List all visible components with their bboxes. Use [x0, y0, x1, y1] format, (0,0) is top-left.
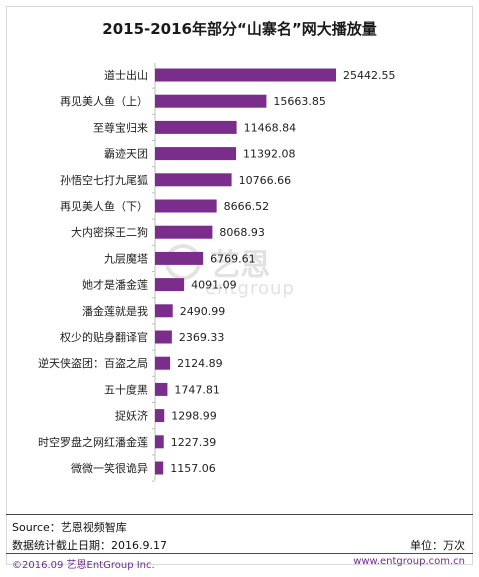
- bar: [155, 356, 171, 370]
- value-label: 2490.99: [180, 305, 226, 318]
- category-label: 至尊宝归来: [93, 120, 148, 134]
- bar: [155, 409, 165, 423]
- bar: [155, 435, 164, 449]
- value-label: 10766.66: [239, 174, 291, 187]
- value-label: 8068.93: [219, 226, 264, 239]
- value-label: 2124.89: [177, 357, 223, 370]
- value-label: 11392.08: [243, 148, 295, 161]
- bar: [155, 173, 232, 187]
- bar: [155, 251, 204, 265]
- value-label: 25442.55: [343, 69, 396, 82]
- bar: [155, 68, 336, 82]
- bar: [155, 225, 213, 239]
- category-label: 逆天侠盗团：百盗之局: [38, 356, 148, 370]
- value-label: 6769.61: [210, 252, 256, 265]
- value-label: 8666.52: [224, 200, 270, 213]
- watermark-cn: 艺恩: [210, 248, 271, 283]
- category-label: 再见美人鱼（上）: [60, 94, 148, 108]
- value-label: 15663.85: [273, 95, 326, 108]
- category-label: 微微一笑很诡异: [71, 461, 148, 475]
- value-label: 2369.33: [179, 331, 225, 344]
- chart-title: 2015-2016年部分“山寨名”网大播放量: [102, 20, 377, 38]
- value-label: 1157.06: [170, 462, 216, 475]
- category-label: 道士出山: [104, 68, 148, 82]
- value-label: 11468.84: [244, 121, 297, 134]
- category-label: 她才是潘金莲: [82, 278, 148, 292]
- footer-copyright: ©2016.09 艺恩EntGroup Inc.: [12, 560, 155, 571]
- footer-website: www.entgroup.com.cn: [353, 556, 465, 567]
- footer-source: Source：艺恩视频智库: [12, 521, 127, 534]
- bar: [155, 120, 237, 134]
- bar: [155, 147, 237, 161]
- watermark: 艺恩 entgroup: [165, 240, 295, 299]
- footer-date: 数据统计截止日期：2016.9.17: [12, 539, 167, 552]
- bar: [155, 199, 217, 213]
- bar: [155, 382, 168, 396]
- category-label: 潘金莲就是我: [82, 304, 148, 318]
- category-label: 孙悟空七打九尾狐: [60, 173, 148, 187]
- footer-divider-purple: [6, 553, 473, 554]
- value-label: 1227.39: [171, 436, 217, 449]
- category-label: 权少的贴身翻译官: [60, 330, 148, 344]
- value-label: 4091.09: [191, 279, 237, 292]
- category-label: 捉妖济: [115, 409, 148, 423]
- footer-unit: 单位：万次: [410, 539, 465, 552]
- watermark-en: entgroup: [205, 278, 295, 299]
- bar: [155, 304, 173, 318]
- category-label: 大内密探王二狗: [71, 225, 148, 239]
- category-label: 再见美人鱼（下）: [60, 199, 148, 213]
- category-label: 霸迹天团: [104, 148, 148, 161]
- bar: [155, 94, 267, 108]
- value-label: 1747.81: [174, 383, 220, 396]
- category-label: 五十度黑: [104, 382, 148, 396]
- bar: [155, 278, 185, 292]
- footer-divider: [6, 514, 473, 515]
- bar: [155, 330, 172, 344]
- category-label: 时空罗盘之网红潘金莲: [38, 435, 148, 449]
- bar: [155, 461, 164, 475]
- category-label: 九层魔塔: [104, 251, 148, 265]
- value-label: 1298.99: [171, 410, 217, 423]
